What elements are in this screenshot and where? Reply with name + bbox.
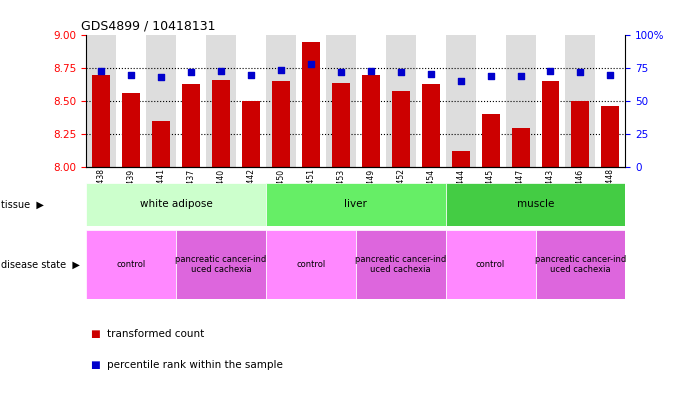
Point [455,78,466,84]
Bar [506,35,536,167]
Bar [536,230,625,299]
Point [155,74,167,81]
Bar [296,35,326,167]
Point [515,73,526,79]
Point [425,70,436,77]
Bar [176,35,206,167]
Bar [332,83,350,167]
Point [305,61,316,68]
Point [575,69,586,75]
Bar [182,84,200,167]
Text: liver: liver [344,199,368,209]
Text: ■: ■ [90,329,100,339]
Text: pancreatic cancer-ind
uced cachexia: pancreatic cancer-ind uced cachexia [176,255,267,274]
Text: GDS4899 / 10418131: GDS4899 / 10418131 [81,20,216,33]
Bar [266,183,446,226]
Bar [356,35,386,167]
Text: control: control [476,260,505,269]
Point [545,68,556,74]
Bar [176,230,266,299]
Bar [571,101,589,167]
Bar [86,183,266,226]
Text: pancreatic cancer-ind
uced cachexia: pancreatic cancer-ind uced cachexia [535,255,626,274]
Bar [302,42,320,167]
Point [216,68,227,74]
Point [366,68,377,74]
Bar [452,151,470,167]
Bar [152,121,170,167]
Point [395,69,406,75]
Bar [86,230,176,299]
Bar [266,35,296,167]
Bar [596,35,625,167]
Text: transformed count: transformed count [107,329,205,339]
Point [126,72,137,78]
Bar [446,183,625,226]
Point [335,69,346,75]
Point [245,72,256,78]
Bar [116,35,146,167]
Bar [482,114,500,167]
Text: control: control [117,260,146,269]
Text: ■: ■ [90,360,100,371]
Text: disease state  ▶: disease state ▶ [1,259,80,269]
Bar [146,35,176,167]
Point [96,68,107,74]
Bar [122,93,140,167]
Bar [272,81,290,167]
Text: percentile rank within the sample: percentile rank within the sample [107,360,283,371]
Bar [266,230,356,299]
Bar [212,80,230,167]
Bar [446,230,536,299]
Bar [386,35,416,167]
Bar [422,84,439,167]
Bar [542,81,560,167]
Bar [86,35,116,167]
Text: white adipose: white adipose [140,199,213,209]
Text: pancreatic cancer-ind
uced cachexia: pancreatic cancer-ind uced cachexia [355,255,446,274]
Text: control: control [296,260,325,269]
Bar [565,35,596,167]
Bar [93,75,111,167]
Point [276,66,287,73]
Bar [511,127,529,167]
Point [605,72,616,78]
Text: muscle: muscle [517,199,554,209]
Text: tissue  ▶: tissue ▶ [1,199,44,209]
Bar [536,35,565,167]
Bar [392,91,410,167]
Bar [326,35,356,167]
Bar [206,35,236,167]
Bar [475,35,506,167]
Bar [362,75,380,167]
Bar [236,35,266,167]
Bar [242,101,260,167]
Point [485,73,496,79]
Bar [446,35,475,167]
Point [186,69,197,75]
Bar [356,230,446,299]
Bar [416,35,446,167]
Bar [601,107,619,167]
